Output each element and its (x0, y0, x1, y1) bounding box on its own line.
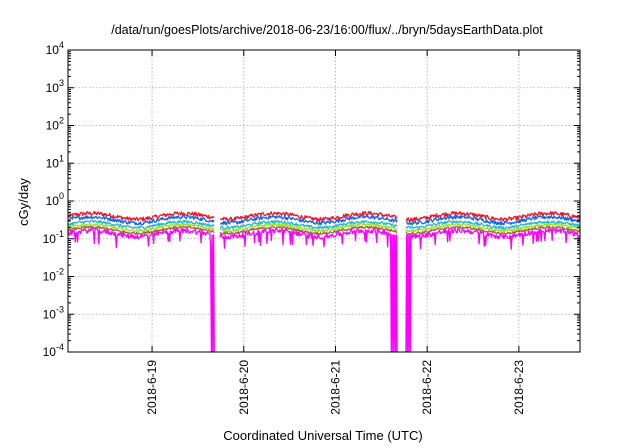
y-tick-label: 10-1 (43, 229, 64, 246)
x-axis-label: Coordinated Universal Time (UTC) (223, 428, 422, 443)
y-axis-label: cGy/day (16, 178, 31, 226)
axis-ticks (68, 49, 580, 353)
series-line (67, 227, 581, 353)
x-tick-label: 2018-6-20 (237, 360, 251, 415)
x-tick-label: 2018-6-19 (145, 360, 159, 415)
grid (68, 50, 580, 352)
y-tick-label: 10-4 (43, 342, 64, 359)
series-line (67, 210, 581, 223)
y-tick-label: 10-2 (43, 267, 64, 284)
y-tick-label: 100 (46, 191, 64, 208)
series-group (67, 210, 581, 353)
y-tick-label: 104 (46, 40, 64, 57)
series-line (67, 222, 581, 233)
y-tick-label: 10-3 (43, 304, 64, 321)
y-tick-label: 103 (46, 78, 64, 95)
series-line (67, 219, 581, 230)
chart-title: /data/run/goesPlots/archive/2018-06-23/1… (111, 23, 543, 37)
x-tick-label: 2018-6-22 (420, 360, 434, 415)
series-line (67, 214, 581, 226)
x-tick-label: 2018-6-23 (512, 360, 526, 415)
y-tick-label: 101 (46, 153, 64, 170)
tick-labels: 10-4 10-3 10-2 10-1 100 101 102 103 104 2018-6-19… (43, 40, 526, 415)
x-tick-label: 2018-6-21 (328, 360, 342, 415)
y-tick-label: 102 (46, 116, 64, 133)
